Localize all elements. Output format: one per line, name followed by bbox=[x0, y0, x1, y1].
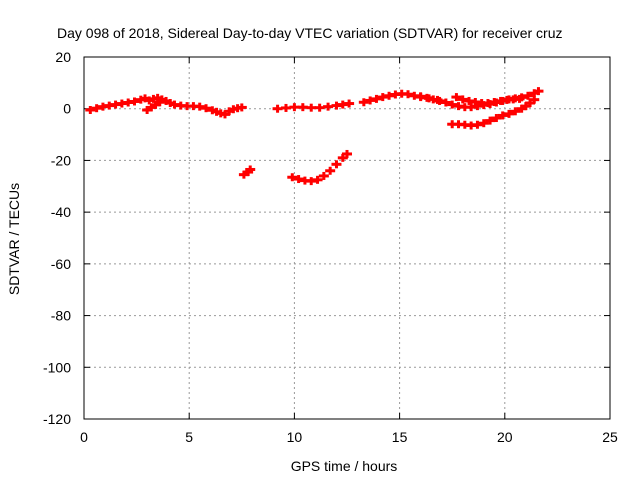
data-point bbox=[194, 102, 205, 111]
data-point bbox=[522, 91, 533, 100]
data-point bbox=[129, 97, 140, 106]
data-point bbox=[154, 98, 165, 107]
data-point bbox=[236, 103, 247, 112]
tick-labels: 0 5 10 15 20 25 20 0 -20 -40 -60 -80 -100 -120 bbox=[43, 49, 618, 445]
data-point bbox=[323, 102, 334, 111]
data-point bbox=[358, 98, 369, 107]
data-point bbox=[312, 175, 323, 184]
data-point bbox=[529, 95, 540, 104]
data-point bbox=[510, 107, 521, 116]
data-point bbox=[485, 116, 496, 125]
grid bbox=[84, 57, 610, 419]
y-axis-label: SDTVAR / TECUs bbox=[6, 183, 22, 295]
x-tick-label: 15 bbox=[392, 429, 408, 445]
data-point bbox=[415, 92, 426, 101]
data-point bbox=[344, 99, 355, 108]
y-tick-label: -120 bbox=[43, 411, 71, 427]
x-axis-label: GPS time / hours bbox=[291, 458, 398, 474]
x-tick-label: 5 bbox=[185, 429, 193, 445]
data-point bbox=[85, 106, 96, 115]
data-point bbox=[491, 114, 502, 123]
x-tick-label: 25 bbox=[602, 429, 618, 445]
data-point bbox=[472, 120, 483, 129]
x-tick-label: 10 bbox=[287, 429, 303, 445]
data-point bbox=[91, 104, 102, 113]
data-point bbox=[371, 94, 382, 103]
data-point bbox=[424, 94, 435, 103]
data-point bbox=[325, 166, 336, 175]
y-tick-label: -100 bbox=[43, 359, 71, 375]
data-point bbox=[497, 111, 508, 120]
data-point bbox=[314, 103, 325, 112]
data-point bbox=[342, 149, 352, 158]
data-point bbox=[403, 90, 414, 99]
y-tick-label: -80 bbox=[51, 308, 71, 324]
x-tick-label: 0 bbox=[80, 429, 88, 445]
data-point bbox=[293, 175, 304, 184]
y-tick-label: 0 bbox=[63, 101, 71, 117]
data-point bbox=[457, 95, 468, 104]
data-point bbox=[306, 103, 317, 112]
data-point bbox=[201, 104, 212, 113]
y-tick-label: -60 bbox=[51, 256, 71, 272]
chart-title: Day 098 of 2018, Sidereal Day-to-day VTE… bbox=[57, 25, 563, 41]
data-point bbox=[432, 95, 443, 104]
y-tick-label: 20 bbox=[55, 49, 71, 65]
data-point bbox=[365, 96, 376, 105]
data-point bbox=[289, 103, 300, 112]
data-point bbox=[245, 165, 256, 174]
data-point bbox=[331, 160, 342, 169]
x-tick-label: 20 bbox=[497, 429, 513, 445]
data-point bbox=[280, 103, 291, 112]
plot-frame bbox=[83, 56, 611, 420]
data-point bbox=[318, 171, 329, 180]
y-tick-label: -40 bbox=[51, 204, 71, 220]
data-point bbox=[514, 94, 525, 103]
y-tick-label: -20 bbox=[51, 152, 71, 168]
data-point bbox=[447, 100, 458, 109]
data-point bbox=[451, 93, 462, 102]
data-points bbox=[85, 87, 544, 186]
data-point bbox=[533, 87, 544, 96]
data-point bbox=[478, 119, 489, 128]
data-point bbox=[440, 98, 451, 107]
data-point bbox=[297, 103, 308, 112]
data-point bbox=[287, 173, 298, 182]
data-point bbox=[504, 109, 515, 118]
data-point bbox=[272, 104, 283, 113]
